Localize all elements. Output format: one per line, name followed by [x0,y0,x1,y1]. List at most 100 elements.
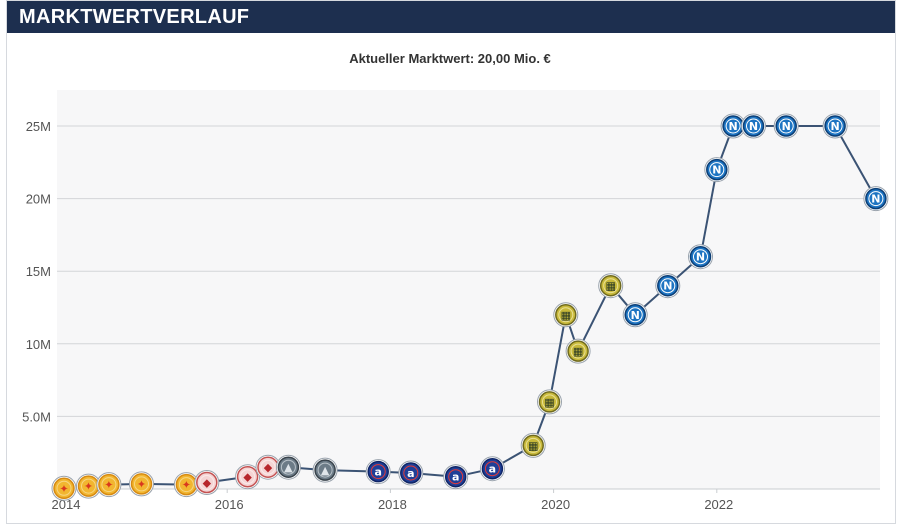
club-badge-ring [542,394,557,410]
club-badge-ring [627,307,643,323]
club-crest-icon: a [452,471,459,484]
club-badge-ring [484,461,500,477]
x-tick-label: 2020 [541,497,570,512]
club-crest-icon: a [489,463,496,476]
club-crest-icon: ▦ [561,309,571,322]
x-tick-label: 2018 [378,497,407,512]
club-crest-icon: ✦ [137,478,146,491]
club-crest-icon: ✦ [59,482,68,495]
data-point[interactable]: ✦ [96,472,122,498]
club-badge-ring [693,249,708,265]
plot-area [57,90,880,489]
y-tick-label: 15M [26,264,51,279]
data-point[interactable]: ▦ [598,273,624,299]
data-point[interactable]: N [655,273,681,299]
data-point[interactable]: ✦ [51,475,77,501]
club-badge-ring [570,343,586,359]
club-crest-icon: ◆ [264,461,273,474]
x-tick-label: 2016 [215,497,244,512]
data-point[interactable]: N [720,113,746,139]
club-crest-icon: N [728,120,737,133]
club-crest-icon: ◆ [243,471,252,484]
club-badge-ring [56,480,72,496]
club-badge-ring [827,118,843,134]
club-crest-icon: N [696,251,705,264]
club-crest-icon: ▲ [321,464,330,477]
club-crest-icon: ▦ [544,396,554,409]
club-badge-ring [603,278,619,294]
data-point[interactable]: ◆ [235,464,261,490]
club-badge-ring [448,469,464,485]
chart-title: Aktueller Marktwert: 20,00 Mio. € [349,51,551,66]
data-point[interactable]: ◆ [194,470,220,495]
club-crest-icon: ✦ [182,479,191,492]
club-badge-ring [403,465,419,481]
y-tick-label: 25M [26,119,51,134]
club-badge-ring [660,278,676,294]
club-badge-ring [101,477,117,493]
y-tick-label: 5.0M [22,409,51,424]
club-badge-ring [317,462,333,478]
data-point[interactable]: a [479,456,505,482]
data-point[interactable]: a [365,459,391,485]
club-badge-ring [558,307,574,323]
data-point[interactable]: ◆ [255,454,281,480]
data-point[interactable]: ✦ [76,473,101,499]
club-crest-icon: a [374,466,381,479]
data-point[interactable]: N [773,113,799,139]
club-badge-ring [134,476,149,492]
club-badge-ring [280,459,296,475]
gridlines [57,125,880,490]
club-badge-ring [260,459,276,475]
club-crest-icon: ▦ [528,439,538,452]
club-badge-ring [525,437,541,453]
y-tick-label: 10M [26,337,51,352]
club-badge-ring [199,475,215,490]
club-crest-icon: ▲ [284,461,293,474]
y-axis: 5.0M 10M 15M 20M 25M [22,119,51,424]
data-point[interactable]: a [443,464,469,490]
data-point[interactable]: ▦ [565,338,591,364]
club-crest-icon: N [782,120,791,133]
data-point[interactable]: ▦ [537,389,562,415]
club-crest-icon: ▦ [605,280,615,293]
data-point[interactable]: ▲ [312,457,338,483]
x-axis: 2014 2016 2018 2020 2022 [52,489,733,512]
y-tick-label: 20M [26,192,51,207]
data-point[interactable]: ▦ [553,302,579,328]
club-badge-ring [709,162,725,178]
club-crest-icon: N [871,193,880,206]
data-point[interactable]: a [398,460,424,486]
panel-title: MARKTWERTVERLAUF [7,1,895,33]
data-point[interactable]: ▦ [520,432,546,458]
club-badge-ring [868,191,884,207]
club-crest-icon: ◆ [203,477,212,490]
club-crest-icon: N [712,164,721,177]
club-crest-icon: N [830,120,839,133]
club-crest-icon: ▦ [573,345,583,358]
club-crest-icon: N [631,309,640,322]
club-badge-ring [240,469,256,485]
data-point[interactable]: N [688,244,713,270]
club-crest-icon: ✦ [84,480,93,493]
club-badge-ring [725,118,741,134]
data-point[interactable]: ▲ [275,454,301,480]
club-badge-ring [81,478,96,494]
club-crest-icon: ✦ [104,479,113,492]
data-point[interactable]: N [704,157,730,183]
x-tick-label: 2022 [704,497,733,512]
data-point[interactable]: N [822,113,848,139]
club-badge-ring [370,464,386,480]
x-tick-label: 2014 [52,497,81,512]
club-crest-icon: N [749,120,758,133]
data-point[interactable]: N [863,186,889,212]
data-point[interactable]: N [741,113,766,139]
club-badge-ring [778,118,794,134]
club-badge-ring [746,118,761,134]
club-crest-icon: N [663,280,672,293]
data-point[interactable]: ✦ [129,471,154,497]
data-point[interactable]: N [622,302,648,328]
club-badge-ring [178,477,194,493]
